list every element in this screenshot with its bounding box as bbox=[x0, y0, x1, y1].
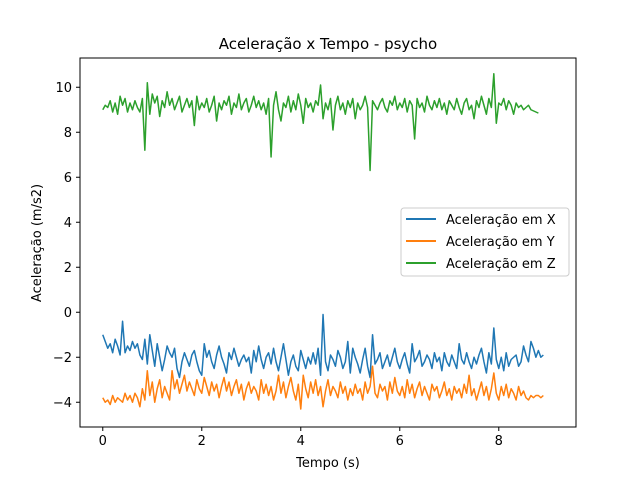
series-line-y bbox=[102, 365, 544, 410]
y-tick-label: 8 bbox=[64, 126, 72, 141]
y-tick-label: −4 bbox=[53, 396, 72, 411]
axes-frame bbox=[79, 57, 577, 428]
y-tick-label: 2 bbox=[64, 261, 72, 276]
x-tick-label: 4 bbox=[297, 434, 305, 449]
y-tick-label: 0 bbox=[64, 306, 72, 321]
x-tick-label: 8 bbox=[495, 434, 503, 449]
legend-box bbox=[400, 207, 570, 277]
legend-label-z: Aceleração em Z bbox=[446, 257, 556, 272]
x-tick-label: 2 bbox=[198, 434, 206, 449]
plot-area bbox=[102, 73, 544, 410]
chart-title: Aceleração x Tempo - psycho bbox=[219, 35, 438, 53]
series-line-z bbox=[102, 73, 539, 172]
y-axis-ticks: −4 −2 0 2 4 6 8 10 bbox=[53, 81, 80, 411]
x-tick-label: 0 bbox=[99, 434, 107, 449]
x-axis-ticks: 0 2 4 6 8 bbox=[99, 427, 503, 449]
y-tick-label: 6 bbox=[64, 171, 72, 186]
legend-label-y: Aceleração em Y bbox=[446, 235, 555, 250]
legend-label-x: Aceleração em X bbox=[446, 213, 556, 228]
legend: Aceleração em X Aceleração em Y Aceleraç… bbox=[400, 207, 570, 277]
y-tick-label: 4 bbox=[64, 216, 72, 231]
y-axis-label: Aceleração (m/s2) bbox=[30, 184, 45, 302]
x-tick-label: 6 bbox=[396, 434, 404, 449]
y-tick-label: −2 bbox=[53, 351, 72, 366]
series-line-x bbox=[102, 313, 544, 379]
x-axis-label: Tempo (s) bbox=[295, 456, 360, 471]
y-tick-label: 10 bbox=[55, 81, 72, 96]
